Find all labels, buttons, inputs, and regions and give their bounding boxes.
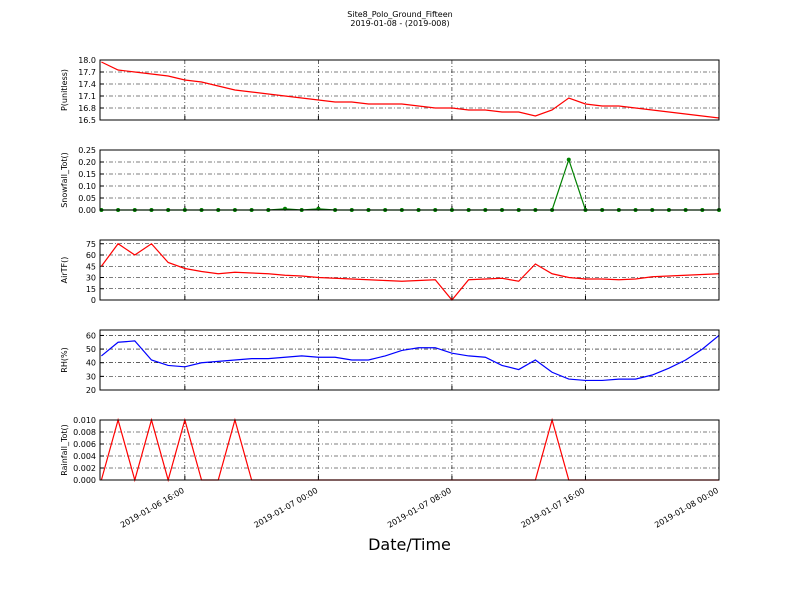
y-axis-label: AirTF() [60,257,69,284]
y-tick-label: 15 [86,285,96,294]
x-tick-label: 2019-01-07 08:00 [386,486,453,530]
data-line [101,61,720,119]
plot-frame [99,329,720,391]
y-tick-label: 0.002 [73,464,96,473]
y-tick-label: 0.20 [78,158,96,167]
y-tick-label: 0.008 [73,428,96,437]
y-tick-label: 50 [86,345,96,354]
x-axis-label: Date/Time [368,535,451,554]
data-line [101,334,720,382]
y-tick-label: 17.7 [78,68,96,77]
y-tick-label: 0.10 [78,182,96,191]
y-tick-label: 17.4 [78,80,96,89]
y-tick-label: 0.000 [73,476,96,485]
chart-subtitle: 2019-01-08 - (2019-008) [350,19,449,28]
x-tick-label: 2019-01-07 00:00 [252,486,319,530]
y-tick-label: 0.25 [78,146,96,155]
y-axis-label: Snowfall_Tot() [60,152,69,208]
chart-title: Site8_Polo_Ground_Fifteen [347,10,452,19]
plot-frame [99,239,720,301]
y-tick-label: 0.006 [73,440,96,449]
y-tick-label: 0.010 [73,416,96,425]
y-tick-label: 40 [86,359,96,368]
y-axis-label: RH(%) [60,347,69,372]
y-tick-label: 30 [86,372,96,381]
y-tick-label: 75 [86,240,96,249]
y-tick-label: 60 [86,331,96,340]
y-axis-label: Rainfall_Tot() [60,424,69,476]
y-tick-label: 18.0 [78,56,96,65]
y-tick-label: 60 [86,251,96,260]
y-tick-label: 0.05 [78,194,96,203]
y-tick-label: 16.5 [78,116,96,125]
y-tick-label: 20 [86,386,96,395]
data-line [101,157,719,211]
y-tick-label: 0.004 [73,452,96,461]
x-tick-label: 2019-01-06 16:00 [119,486,186,530]
y-tick-label: 30 [86,274,96,283]
y-tick-label: 0.15 [78,170,96,179]
y-tick-label: 16.8 [78,104,96,113]
data-line [100,242,720,301]
plot-frame [99,419,720,481]
x-tick-label: 2019-01-07 16:00 [520,486,587,530]
y-tick-label: 0.00 [78,206,96,215]
x-tick-label: 2019-01-08 00:00 [653,486,720,530]
y-axis-label: P(unitless) [60,69,69,111]
y-tick-label: 0 [91,296,96,305]
y-tick-label: 17.1 [78,92,96,101]
y-tick-label: 45 [86,262,96,271]
plot-frame [99,149,720,211]
data-point [566,157,571,162]
data-line [100,417,719,483]
plot-frame [99,59,720,121]
